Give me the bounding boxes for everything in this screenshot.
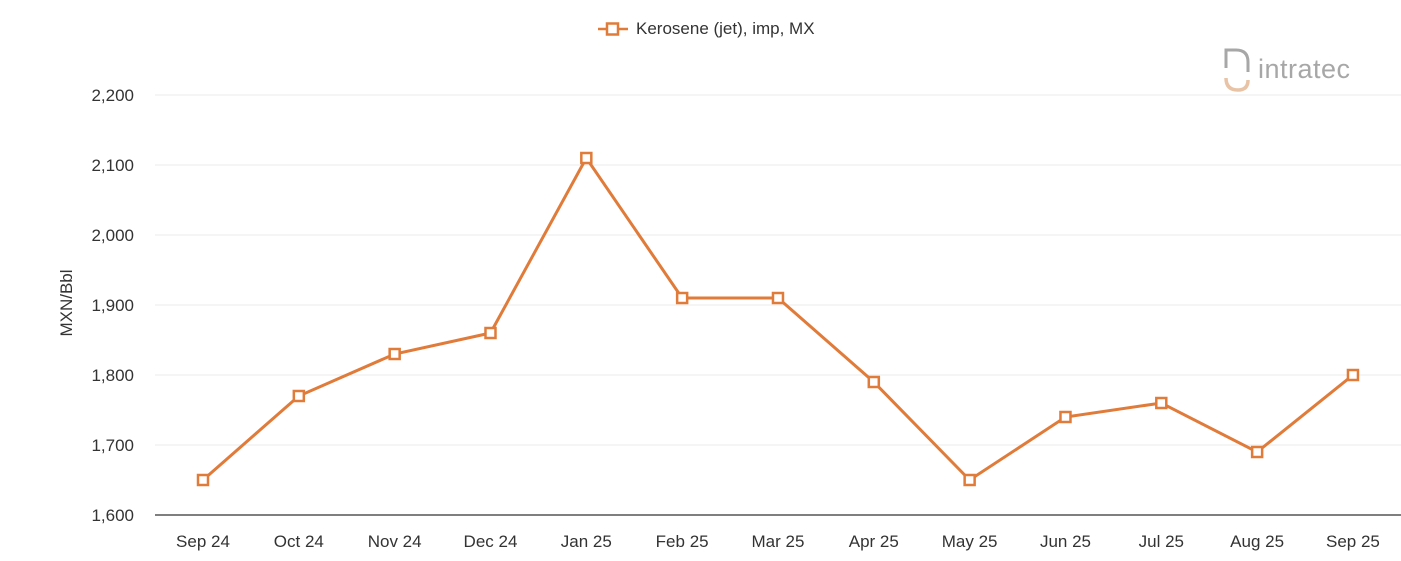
logo-text: intratec [1258,53,1351,84]
x-tick-label: May 25 [942,532,998,551]
x-tick-label: Oct 24 [274,532,324,551]
x-tick-label: Sep 24 [176,532,230,551]
data-point-marker [196,473,210,487]
data-point-marker [292,389,306,403]
y-tick-label: 1,900 [91,296,134,315]
data-point-marker [675,291,689,305]
series-markers [196,151,1360,487]
y-axis-label: MXN/Bbl [57,269,76,337]
x-tick-label: Apr 25 [849,532,899,551]
x-tick-label: Nov 24 [368,532,422,551]
y-tick-label: 2,000 [91,226,134,245]
data-point-marker [1250,445,1264,459]
y-tick-label: 1,700 [91,436,134,455]
x-axis: Sep 24 Oct 24 Nov 24 Dec 24 Jan 25 Feb 25 Mar … [155,514,1401,551]
data-point-marker [1059,410,1072,424]
y-axis: 1,600 1,700 1,800 1,900 2,000 2,100 2,200 [91,86,134,525]
x-tick-label: Jan 25 [561,532,612,551]
y-tick-label: 1,600 [91,506,134,525]
data-point-marker [771,291,785,305]
logo-mark-icon [1224,48,1250,92]
data-point-marker [867,375,881,389]
series-line [202,155,1354,482]
x-tick-label: Feb 25 [656,532,709,551]
legend-marker-icon [598,22,628,36]
y-tick-label: 2,200 [91,86,134,105]
y-tick-label: 2,100 [91,156,134,175]
x-tick-label: Jun 25 [1040,532,1091,551]
intratec-logo: intratec [1222,44,1351,94]
x-tick-label: Sep 25 [1326,532,1380,551]
data-point-marker [580,151,593,165]
data-point-marker [484,326,497,340]
data-point-marker [388,347,401,361]
x-tick-label: Jul 25 [1139,532,1184,551]
x-tick-label: Mar 25 [752,532,805,551]
data-point-marker [963,473,976,487]
x-tick-label: Dec 24 [464,532,518,551]
gridlines [155,94,1401,446]
data-point-marker [1346,368,1360,382]
data-point-marker [1155,396,1168,410]
legend: Kerosene (jet), imp, MX [598,18,815,40]
x-tick-label: Aug 25 [1230,532,1284,551]
y-tick-label: 1,800 [91,366,134,385]
legend-label: Kerosene (jet), imp, MX [636,19,815,38]
